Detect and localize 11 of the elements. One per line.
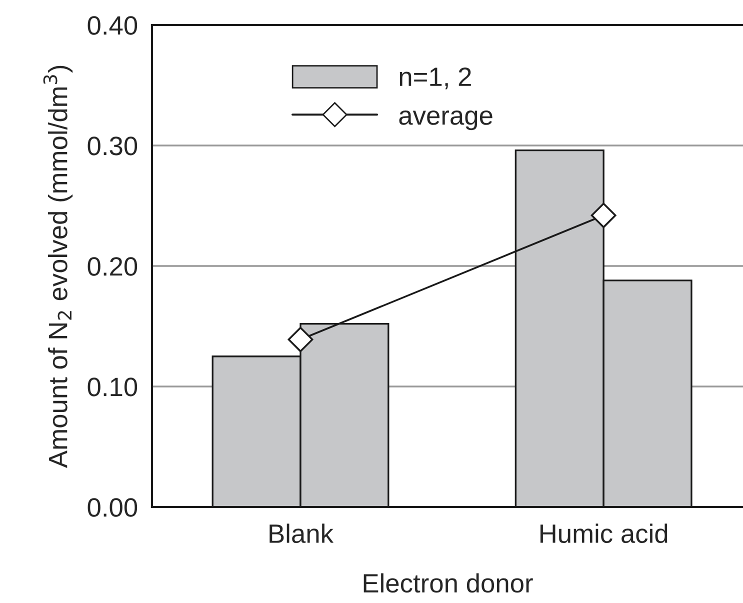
legend-label: n=1, 2 — [400, 67, 471, 90]
y-axis-title: Amount of N$_{2}$ evolved (mmol/dm$^{3}$) — [43, 66, 73, 468]
legend-label: average — [399, 110, 492, 130]
x-tick-label: Humic acid — [540, 524, 668, 544]
y-tick-label: 0.20 — [88, 257, 138, 276]
y-tick-label: 0.40 — [88, 16, 138, 35]
y-tick-label: 0.30 — [88, 136, 138, 156]
x-tick-label: Blank — [270, 524, 334, 544]
y-tick-label: 0.00 — [88, 498, 138, 517]
x-axis-title: Electron donor — [364, 573, 533, 593]
y-tick-label: 0.10 — [88, 378, 138, 396]
